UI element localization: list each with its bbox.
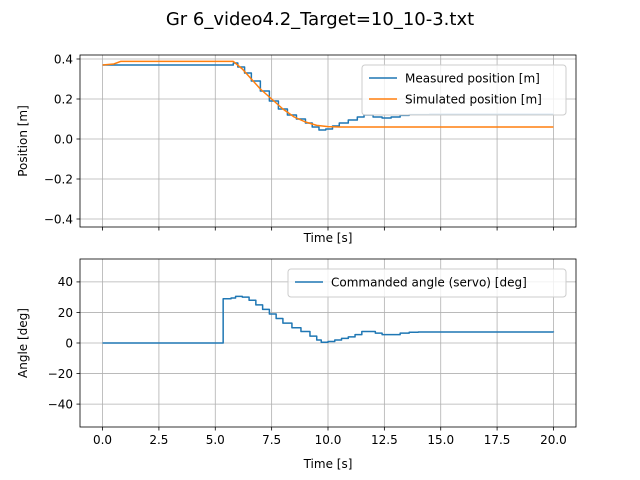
y-tick-label: 40 <box>58 275 73 289</box>
x-tick-label: 15.0 <box>427 433 454 447</box>
y-tick-label: 0.4 <box>54 52 73 66</box>
angle-subplot: 0.0 2.5 5.0 7.5 10.0 12.5 15.0 17.5 20.0 −40 −20 0 2… <box>16 258 577 471</box>
x-tick-label: 7.5 <box>262 433 281 447</box>
legend-label-1: Commanded angle (servo) [deg] <box>331 275 527 289</box>
x-tick-label: 2.5 <box>149 433 168 447</box>
x-tick-label: 5.0 <box>206 433 225 447</box>
y-tick-label: −40 <box>48 397 73 411</box>
x-tick-label: 17.5 <box>484 433 511 447</box>
position-subplot: −0.4 −0.2 0.0 0.2 0.4 Time [s] Position [m] Mea… <box>16 52 577 245</box>
y-tick-label: 0 <box>65 336 73 350</box>
legend-box <box>287 268 567 298</box>
legend-label-1: Measured position [m] <box>405 71 540 85</box>
y-tick-label: −0.2 <box>44 172 73 186</box>
y-axis-label: Angle [deg] <box>16 308 30 378</box>
series-line-1 <box>102 62 554 131</box>
figure-title: Gr 6_video4.2_Target=10_10-3.txt <box>166 9 474 30</box>
x-axis-label: Time [s] <box>303 457 353 471</box>
series-line-1 <box>102 295 555 344</box>
x-tick-label: 10.0 <box>315 433 342 447</box>
x-tick-label: 20.0 <box>540 433 567 447</box>
legend-box <box>361 64 567 116</box>
series-line-2 <box>102 60 554 128</box>
y-tick-label: −0.4 <box>44 212 73 226</box>
legend-label-2: Simulated position [m] <box>405 92 542 106</box>
y-tick-label: 20 <box>58 306 73 320</box>
y-tick-label: 0.0 <box>54 132 73 146</box>
x-tick-label: 12.5 <box>371 433 398 447</box>
y-tick-label: 0.2 <box>54 92 73 106</box>
y-axis-label: Position [m] <box>16 105 30 177</box>
x-tick-label: 0.0 <box>93 433 112 447</box>
x-axis-label: Time [s] <box>303 231 353 245</box>
y-tick-label: −20 <box>48 367 73 381</box>
